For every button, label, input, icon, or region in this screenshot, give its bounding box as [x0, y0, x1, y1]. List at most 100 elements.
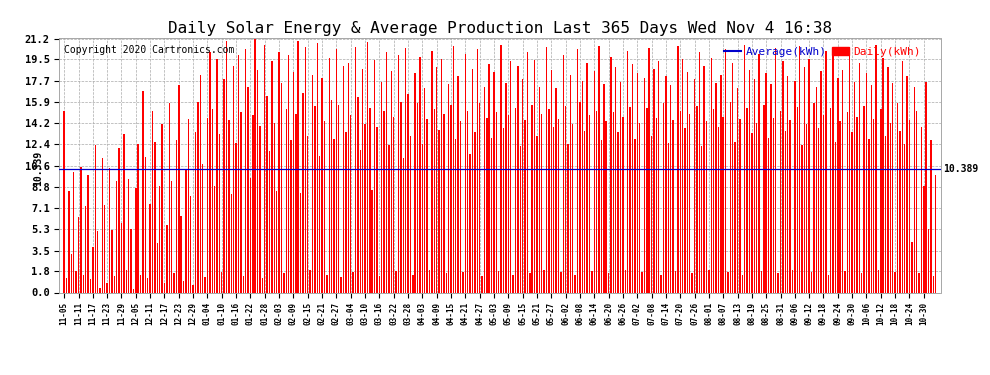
Bar	[133, 289, 134, 292]
Bar	[410, 136, 411, 292]
Bar	[233, 66, 235, 292]
Bar	[601, 141, 602, 292]
Bar	[131, 229, 132, 292]
Bar	[873, 119, 874, 292]
Bar	[706, 121, 707, 292]
Bar	[452, 46, 454, 292]
Bar	[109, 168, 110, 292]
Bar	[393, 117, 394, 292]
Bar	[858, 63, 860, 292]
Bar	[415, 74, 416, 292]
Bar	[830, 108, 832, 292]
Bar	[376, 127, 378, 292]
Bar	[809, 59, 810, 292]
Bar	[455, 139, 456, 292]
Bar	[637, 74, 638, 292]
Bar	[904, 144, 906, 292]
Title: Daily Solar Energy & Average Production Last 365 Days Wed Nov 4 16:38: Daily Solar Energy & Average Production …	[168, 21, 832, 36]
Bar	[85, 206, 86, 292]
Bar	[126, 270, 127, 292]
Bar	[667, 143, 669, 292]
Bar	[842, 70, 843, 292]
Bar	[307, 136, 309, 292]
Bar	[557, 119, 559, 292]
Bar	[195, 132, 196, 292]
Bar	[68, 191, 69, 292]
Bar	[209, 52, 211, 292]
Bar	[863, 106, 865, 292]
Bar	[70, 254, 72, 292]
Bar	[897, 104, 898, 292]
Bar	[412, 274, 414, 292]
Bar	[653, 69, 654, 292]
Bar	[720, 75, 722, 292]
Bar	[560, 272, 561, 292]
Bar	[748, 70, 750, 292]
Bar	[696, 106, 698, 292]
Bar	[639, 123, 641, 292]
Bar	[579, 102, 581, 292]
Bar	[598, 46, 600, 292]
Bar	[145, 157, 147, 292]
Bar	[386, 52, 387, 292]
Bar	[650, 136, 652, 292]
Bar	[725, 50, 727, 292]
Bar	[151, 111, 153, 292]
Bar	[866, 74, 867, 292]
Text: Copyright 2020 Cartronics.com: Copyright 2020 Cartronics.com	[63, 45, 235, 55]
Bar	[326, 274, 328, 292]
Bar	[801, 145, 803, 292]
Bar	[364, 124, 365, 292]
Bar	[772, 118, 774, 292]
Bar	[175, 141, 177, 292]
Bar	[851, 132, 852, 292]
Bar	[111, 230, 113, 292]
Bar	[892, 83, 893, 292]
Bar	[777, 273, 779, 292]
Bar	[846, 112, 848, 292]
Bar	[92, 247, 93, 292]
Bar	[343, 66, 345, 292]
Bar	[510, 62, 512, 292]
Bar	[290, 141, 292, 292]
Bar	[357, 98, 358, 292]
Bar	[381, 82, 382, 292]
Bar	[474, 132, 475, 292]
Bar	[756, 123, 757, 292]
Bar	[219, 135, 220, 292]
Bar	[226, 41, 228, 292]
Bar	[249, 178, 251, 292]
Bar	[264, 45, 265, 292]
Bar	[691, 273, 693, 292]
Bar	[625, 270, 626, 292]
Bar	[214, 186, 215, 292]
Bar	[723, 117, 724, 292]
Bar	[775, 48, 776, 292]
Bar	[121, 223, 122, 292]
Bar	[610, 57, 612, 292]
Bar	[907, 76, 908, 292]
Bar	[500, 45, 502, 292]
Bar	[768, 138, 769, 292]
Bar	[285, 110, 287, 292]
Bar	[742, 274, 743, 292]
Bar	[684, 129, 686, 292]
Bar	[732, 63, 734, 292]
Bar	[648, 48, 649, 292]
Bar	[916, 111, 918, 292]
Bar	[491, 138, 492, 292]
Bar	[180, 216, 182, 292]
Bar	[322, 78, 323, 292]
Bar	[662, 104, 664, 292]
Bar	[525, 120, 526, 292]
Bar	[926, 82, 927, 292]
Bar	[462, 272, 463, 292]
Bar	[763, 105, 764, 292]
Bar	[811, 272, 812, 292]
Bar	[894, 272, 896, 292]
Bar	[687, 72, 688, 292]
Bar	[472, 69, 473, 292]
Bar	[457, 76, 459, 292]
Bar	[374, 60, 375, 292]
Bar	[660, 274, 662, 292]
